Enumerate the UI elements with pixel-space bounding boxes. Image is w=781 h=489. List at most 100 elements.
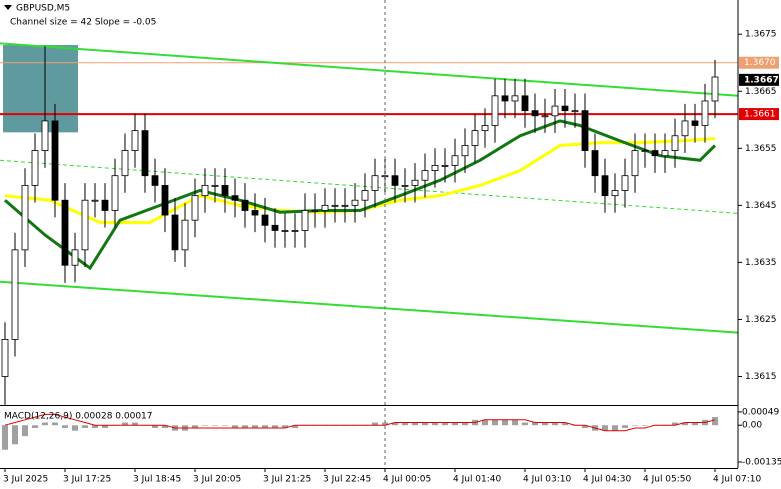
candle-body xyxy=(581,110,589,151)
x-tick-label: 3 Jul 2025 xyxy=(3,475,48,485)
indicator-line xyxy=(4,119,717,271)
candle-body xyxy=(361,190,369,201)
candle-body xyxy=(611,190,619,197)
candle-body xyxy=(251,210,259,216)
last-price-label: 1.3667 xyxy=(744,75,779,85)
y-tick-label: 0.00049 xyxy=(742,407,779,417)
macd-bar xyxy=(712,417,718,426)
macd-bar xyxy=(642,425,648,426)
candle-body xyxy=(411,179,419,186)
macd-bar xyxy=(202,425,208,426)
candle-body xyxy=(231,195,239,201)
macd-bar xyxy=(192,425,198,428)
candle-body xyxy=(271,224,279,231)
macd-bar xyxy=(512,419,518,426)
candle-body xyxy=(551,105,559,117)
chart-subtitle: Channel size = 42 Slope = -0.05 xyxy=(10,18,156,28)
candle-body xyxy=(451,155,459,166)
candle-body xyxy=(671,135,679,151)
macd-bar xyxy=(132,422,138,426)
y-tick-label: 1.3655 xyxy=(745,144,777,154)
candle-body xyxy=(541,115,549,118)
x-tick-label: 3 Jul 22:45 xyxy=(323,475,371,485)
macd-bar xyxy=(432,422,438,426)
macd-bar xyxy=(522,422,528,426)
candle-body xyxy=(521,95,529,112)
macd-bar xyxy=(2,425,8,450)
macd-bar xyxy=(612,425,618,431)
macd-bar xyxy=(212,425,218,426)
candle-body xyxy=(51,120,59,201)
last-price-bg xyxy=(739,73,779,86)
macd-bar xyxy=(122,422,128,426)
candle-body xyxy=(631,150,639,177)
macd-bar xyxy=(402,422,408,426)
y-tick-label: 0.00 xyxy=(742,421,762,431)
candle-body xyxy=(341,204,349,207)
candle-body xyxy=(501,95,509,102)
y-tick-label: 1.3675 xyxy=(745,30,777,40)
x-tick-label: 4 Jul 01:40 xyxy=(453,475,502,485)
candle-body xyxy=(461,145,469,157)
candle-body xyxy=(211,184,219,187)
x-tick-label: 3 Jul 17:25 xyxy=(63,475,111,485)
level-label-bg xyxy=(739,56,779,69)
candle-body xyxy=(131,130,139,151)
macd-bar xyxy=(92,425,98,428)
candle-body xyxy=(161,184,169,216)
signal-line xyxy=(4,413,716,432)
candle-body xyxy=(121,150,129,177)
candle-body xyxy=(101,199,109,211)
candle-body xyxy=(181,219,189,251)
macd-bar xyxy=(82,425,88,428)
macd-bar xyxy=(442,422,448,426)
candle-body xyxy=(1,339,9,377)
x-tick-label: 4 Jul 03:10 xyxy=(523,475,572,485)
macd-bar xyxy=(682,422,688,426)
x-tick-label: 4 Jul 00:05 xyxy=(383,475,431,485)
macd-bar xyxy=(422,422,428,426)
candle-body xyxy=(421,170,429,181)
zone xyxy=(3,45,78,133)
candle-body xyxy=(441,165,449,167)
macd-bar xyxy=(32,425,38,428)
candle-body xyxy=(221,184,229,197)
macd-bar xyxy=(232,425,238,428)
macd-bar xyxy=(502,419,508,426)
y-tick-label: -0.00135 xyxy=(742,458,781,468)
indicator-line xyxy=(0,42,738,97)
candle-body xyxy=(431,165,439,171)
candle-body xyxy=(491,95,499,126)
candle-body xyxy=(511,95,519,102)
macd-bar xyxy=(382,422,388,426)
macd-bar xyxy=(152,425,158,428)
candle-body xyxy=(331,204,339,207)
macd-bar xyxy=(52,422,58,426)
candle-body xyxy=(681,120,689,137)
candle-body xyxy=(701,100,709,126)
candle-body xyxy=(311,210,319,212)
indicator-icon xyxy=(4,5,12,10)
macd-bar xyxy=(242,425,248,428)
y-tick-label: 1.3645 xyxy=(745,201,777,211)
macd-bar xyxy=(72,425,78,431)
candle-body xyxy=(351,199,359,206)
macd-title: MACD(12,26,9) 0.00028 0.00017 xyxy=(4,412,153,422)
indicator-line xyxy=(4,137,716,224)
candle-body xyxy=(291,230,299,232)
candle-body xyxy=(591,150,599,177)
macd-panel xyxy=(2,413,718,450)
candle-body xyxy=(371,175,379,191)
candle-body xyxy=(711,76,719,102)
candle-body xyxy=(91,199,99,202)
macd-bar xyxy=(532,422,538,426)
macd-bar xyxy=(492,419,498,426)
macd-bar xyxy=(42,422,48,426)
x-tick-label: 3 Jul 21:25 xyxy=(263,475,311,485)
macd-bar xyxy=(452,422,458,426)
x-tick-label: 4 Jul 07:10 xyxy=(713,475,762,485)
candle-body xyxy=(41,120,49,151)
macd-bar xyxy=(552,422,558,426)
